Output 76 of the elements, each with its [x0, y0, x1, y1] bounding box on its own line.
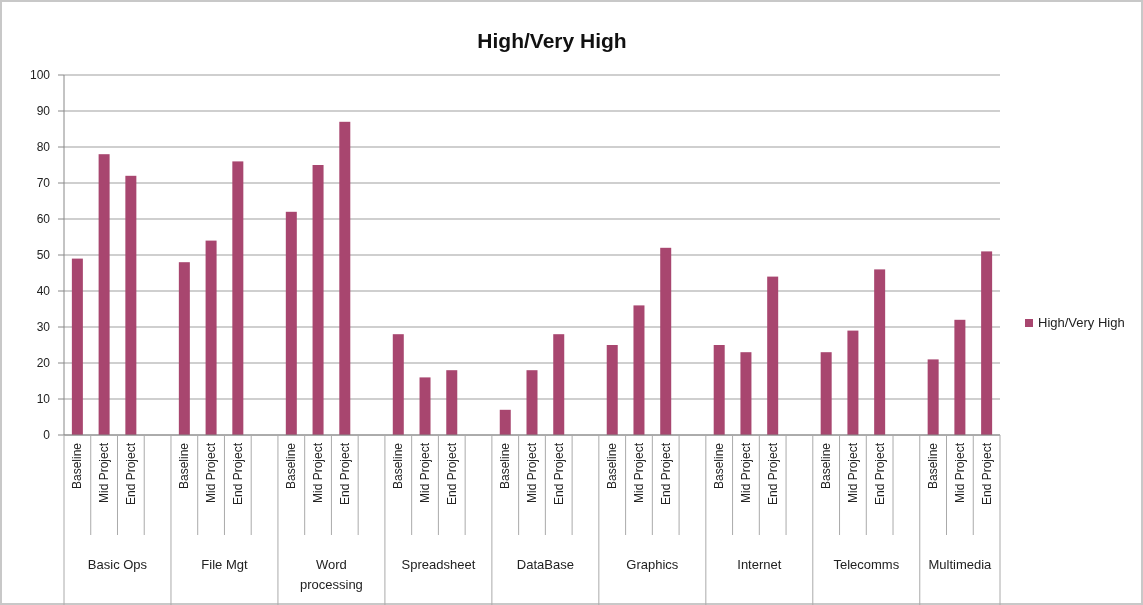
bar [98, 154, 110, 435]
y-tick-label: 100 [29, 68, 51, 82]
x-tick-label: Baseline [177, 442, 192, 490]
bar [740, 352, 752, 435]
y-tick-label: 30 [36, 320, 51, 334]
bar [285, 211, 297, 435]
bar [312, 165, 324, 435]
bar [874, 269, 886, 435]
x-tick-label: Mid Project [311, 442, 326, 504]
x-tick-label: End Project [979, 442, 994, 506]
y-tick-label: 60 [36, 212, 51, 226]
bar [526, 370, 538, 435]
x-tick-label: Mid Project [631, 442, 646, 504]
x-tick-label: Mid Project [97, 442, 112, 504]
x-tick-label: End Project [765, 442, 780, 506]
x-tick-label: Baseline [712, 442, 727, 490]
x-tick-label: Mid Project [204, 442, 219, 504]
bar [232, 161, 244, 435]
bar [339, 121, 351, 435]
bar [419, 377, 431, 435]
x-tick-label: Baseline [926, 442, 941, 490]
text: File Mgt [201, 557, 248, 572]
bar [927, 359, 939, 435]
x-tick-label: Baseline [605, 442, 620, 490]
text: Internet [737, 557, 782, 572]
text: Spreadsheet [401, 557, 476, 572]
bar [392, 334, 404, 435]
x-tick-label: Baseline [819, 442, 834, 490]
bar [847, 330, 859, 435]
x-tick-label: Baseline [284, 442, 299, 490]
bar [446, 370, 458, 435]
y-tick-label: 0 [43, 428, 51, 442]
text: Basic Ops [87, 557, 148, 572]
x-tick-label: Mid Project [418, 442, 433, 504]
text: Word processing [299, 557, 363, 592]
y-tick-label: 20 [36, 356, 51, 370]
y-tick-label: 90 [36, 104, 51, 118]
bar [606, 345, 618, 435]
x-tick-label: End Project [123, 442, 138, 506]
x-tick-label: End Project [658, 442, 673, 506]
y-tick-label: 10 [36, 392, 51, 406]
x-tick-label: Mid Project [525, 442, 539, 504]
bar [178, 262, 190, 435]
x-tick-label: Mid Project [738, 442, 753, 504]
bar [553, 334, 565, 435]
bar [767, 276, 779, 435]
x-tick-label: End Project [230, 442, 245, 506]
text: DataBase [516, 557, 574, 572]
y-tick-label: 40 [36, 284, 51, 298]
y-tick-label: 80 [36, 140, 51, 154]
x-tick-label: End Project [337, 442, 352, 506]
chart-title: High/Very High [477, 29, 627, 52]
x-tick-label: Mid Project [952, 442, 967, 504]
x-tick-label: End Project [551, 442, 566, 506]
text: Multimedia [928, 557, 993, 572]
y-tick-label: 70 [36, 176, 51, 190]
bar [499, 409, 511, 435]
y-tick-label: 50 [36, 248, 51, 262]
x-tick-label: End Project [444, 442, 459, 506]
text: Graphics [626, 557, 679, 572]
x-tick-label: Mid Project [845, 442, 860, 504]
bar [713, 345, 725, 435]
bar [205, 240, 217, 435]
x-tick-label: Baseline [70, 442, 85, 490]
x-tick-label: End Project [872, 442, 887, 506]
bar [820, 352, 832, 435]
bar [633, 305, 645, 435]
bar [125, 175, 137, 435]
x-tick-label: Baseline [498, 442, 513, 490]
legend-label: High/Very High [1038, 315, 1125, 330]
text: Telecomms [833, 557, 900, 572]
bar [981, 251, 993, 435]
x-tick-label: Baseline [391, 442, 406, 490]
bar [71, 258, 83, 435]
bar [660, 247, 672, 435]
bar [954, 319, 966, 435]
